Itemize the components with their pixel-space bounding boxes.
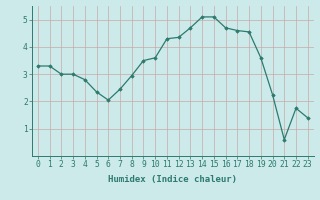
X-axis label: Humidex (Indice chaleur): Humidex (Indice chaleur) [108, 175, 237, 184]
